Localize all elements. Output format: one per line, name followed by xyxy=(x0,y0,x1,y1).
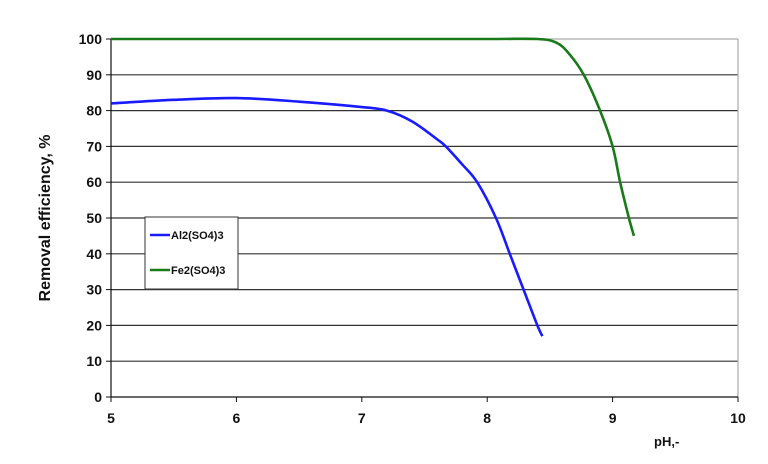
y-tick-label: 60 xyxy=(86,174,102,190)
y-tick-label: 70 xyxy=(86,138,102,154)
y-tick-label: 30 xyxy=(86,282,102,298)
y-tick-label: 100 xyxy=(79,31,103,47)
x-tick-label: 8 xyxy=(483,410,491,426)
x-tick-label: 5 xyxy=(107,410,115,426)
series-line-1 xyxy=(110,37,636,237)
x-tick-label: 7 xyxy=(358,410,366,426)
y-tick-label: 90 xyxy=(86,67,102,83)
series-lines xyxy=(110,37,636,337)
series-line-0 xyxy=(110,96,544,337)
legend: Al2(SO4)3 Fe2(SO4)3 xyxy=(144,216,239,290)
y-tick-label: 50 xyxy=(86,210,102,226)
gridlines xyxy=(111,38,738,362)
x-tick-label: 10 xyxy=(730,410,746,426)
x-tick-label: 6 xyxy=(233,410,241,426)
x-axis-ticks: 5 6 7 8 9 10 xyxy=(107,397,746,426)
legend-label-al2so43: Al2(SO4)3 xyxy=(171,230,224,242)
y-tick-label: 20 xyxy=(86,317,102,333)
x-axis-label: pH,- xyxy=(654,434,679,449)
y-axis-ticks: 0 10 20 30 40 50 60 70 80 90 100 xyxy=(79,31,111,405)
legend-label-fe2so43: Fe2(SO4)3 xyxy=(171,265,225,277)
y-tick-label: 80 xyxy=(86,103,102,119)
y-tick-label: 40 xyxy=(86,246,102,262)
y-axis-label: Removal efficiency, % xyxy=(37,135,54,302)
y-tick-label: 0 xyxy=(94,389,102,405)
y-tick-label: 10 xyxy=(86,353,102,369)
x-tick-label: 9 xyxy=(609,410,617,426)
